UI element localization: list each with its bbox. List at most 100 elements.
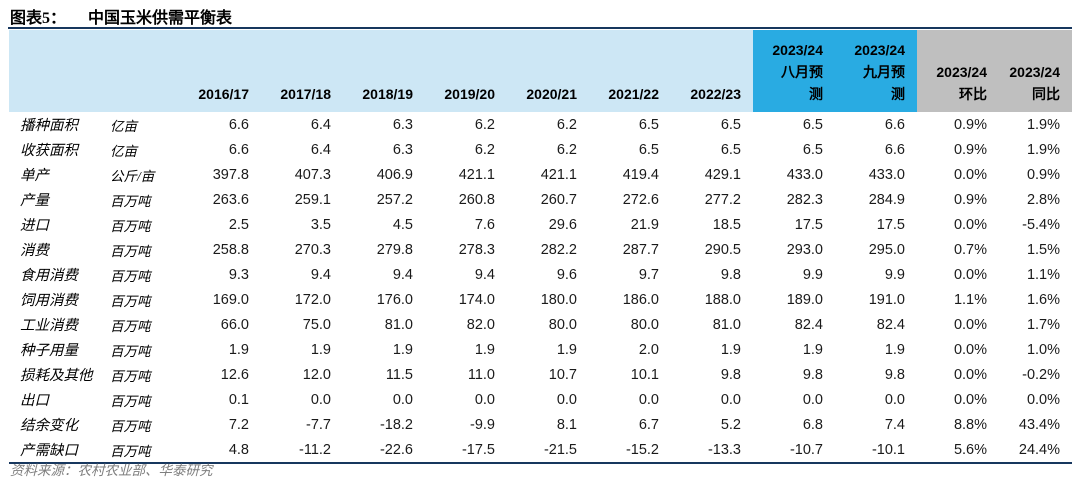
value-cell: -7.7 (306, 416, 331, 433)
row-label: 收获面积 (20, 143, 78, 159)
value-cell: 6.2 (556, 141, 577, 158)
value-cell: 81.0 (712, 316, 741, 333)
value-cell: 6.7 (638, 416, 659, 433)
value-cell: -22.6 (343, 437, 425, 464)
value-cell: -15.2 (589, 437, 671, 464)
row-unit: 亿亩 (110, 118, 137, 134)
value-cell: -0.2% (1022, 366, 1060, 383)
row-unit: 百万吨 (110, 318, 151, 334)
col-header-line: 测 (891, 86, 905, 102)
title-divider (8, 27, 1072, 29)
value-cell: 278.3 (458, 241, 495, 258)
value-cell: 189.0 (786, 291, 823, 308)
row-unit: 百万吨 (110, 293, 151, 309)
value-cell: 80.0 (548, 316, 577, 333)
value-cell: 0.9% (953, 191, 987, 208)
row-label: 出口 (20, 393, 49, 409)
row-unit: 公斤/亩 (110, 168, 155, 184)
value-cell: 2.0 (638, 341, 659, 358)
value-cell: 1.9 (720, 341, 741, 358)
row-unit: 百万吨 (110, 193, 151, 209)
col-header-line: 2016/17 (198, 86, 249, 102)
row-unit: 百万吨 (110, 368, 151, 384)
row-label: 进口 (20, 218, 49, 234)
value-cell: 9.8 (720, 366, 741, 383)
value-cell: 174.0 (458, 291, 495, 308)
value-cell: 180.0 (540, 291, 577, 308)
table-row: 消费 百万吨 258.8 270.3 279.8 278.3 282.2 287.7 290.5… (9, 237, 1072, 262)
value-cell: 6.6 (884, 141, 905, 158)
value-cell: -9.9 (470, 416, 495, 433)
col-header-y2023_24_sep: 2023/24 九月预测 (835, 30, 917, 112)
value-cell: 260.7 (540, 191, 577, 208)
value-cell: 6.8 (802, 416, 823, 433)
value-cell: 172.0 (294, 291, 331, 308)
value-cell: 259.1 (294, 191, 331, 208)
col-header-line: 2023/24 (936, 64, 987, 80)
value-cell: 5.6% (917, 437, 999, 464)
table-row: 结余变化 百万吨 7.2 -7.7 -18.2 -9.9 8.1 6.7 5.2 6.8 7.4 8.… (9, 412, 1072, 437)
value-cell: 9.4 (474, 266, 495, 283)
value-cell: 0.0 (638, 391, 659, 408)
value-cell: 81.0 (384, 316, 413, 333)
row-label: 损耗及其他 (20, 368, 93, 384)
col-header-line: 2018/19 (362, 86, 413, 102)
value-cell: 257.2 (376, 191, 413, 208)
col-header-y2019_20: 2019/20 (425, 30, 507, 112)
value-cell: 290.5 (704, 241, 741, 258)
value-cell: 9.6 (556, 266, 577, 283)
value-cell: 6.4 (310, 141, 331, 158)
value-cell: 0.0% (953, 366, 987, 383)
value-cell: 3.5 (310, 216, 331, 233)
value-cell: 0.0% (953, 216, 987, 233)
value-cell: 421.1 (540, 166, 577, 183)
value-cell: 263.6 (212, 191, 249, 208)
value-cell: 6.5 (638, 141, 659, 158)
value-cell: 1.9% (1026, 116, 1060, 133)
table-row: 播种面积 亿亩 6.6 6.4 6.3 6.2 6.2 6.5 6.5 6.5 6.6 0.9% 1.9… (9, 112, 1072, 137)
row-unit: 百万吨 (110, 218, 151, 234)
table-row: 单产 公斤/亩 397.8 407.3 406.9 421.1 421.1 419.4 429.… (9, 162, 1072, 187)
value-cell: 421.1 (458, 166, 495, 183)
row-label: 产量 (20, 193, 49, 209)
value-cell: 0.9% (953, 116, 987, 133)
col-header-label (9, 30, 104, 112)
value-cell: 6.5 (720, 141, 741, 158)
value-cell: 29.6 (548, 216, 577, 233)
value-cell: 6.2 (474, 141, 495, 158)
value-cell: 1.9 (884, 341, 905, 358)
col-header-yoy: 2023/24 同比 (999, 30, 1072, 112)
col-header-mom: 2023/24 环比 (917, 30, 999, 112)
figure-title: 图表5： 中国玉米供需平衡表 (10, 4, 232, 28)
value-cell: 407.3 (294, 166, 331, 183)
value-cell: 260.8 (458, 191, 495, 208)
col-header-y2022_23: 2022/23 (671, 30, 753, 112)
col-header-line: 2020/21 (526, 86, 577, 102)
col-header-y2018_19: 2018/19 (343, 30, 425, 112)
table-row: 产需缺口 百万吨 4.8 -11.2 -22.6 -17.5 -21.5 -15.2 -13.3… (9, 437, 1072, 464)
value-cell: 6.5 (720, 116, 741, 133)
value-cell: 397.8 (212, 166, 249, 183)
col-header-line: 2017/18 (280, 86, 331, 102)
table-row: 饲用消费 百万吨 169.0 172.0 176.0 174.0 180.0 186.0 188… (9, 287, 1072, 312)
row-label: 饲用消费 (20, 293, 78, 309)
value-cell: 17.5 (876, 216, 905, 233)
row-label: 工业消费 (20, 318, 78, 334)
value-cell: 1.9 (556, 341, 577, 358)
col-header-y2023_24_aug: 2023/24 八月预测 (753, 30, 835, 112)
col-header-line: 九月预 (863, 64, 905, 80)
value-cell: 9.8 (720, 266, 741, 283)
value-cell: 279.8 (376, 241, 413, 258)
value-cell: 277.2 (704, 191, 741, 208)
col-header-y2016_17: 2016/17 (179, 30, 261, 112)
value-cell: 0.0 (474, 391, 495, 408)
value-cell: 6.3 (392, 141, 413, 158)
value-cell: 6.6 (884, 116, 905, 133)
value-cell: -11.2 (261, 437, 343, 464)
value-cell: 1.9% (1026, 141, 1060, 158)
value-cell: -10.1 (835, 437, 917, 464)
col-header-y2017_18: 2017/18 (261, 30, 343, 112)
value-cell: 295.0 (868, 241, 905, 258)
value-cell: 9.7 (638, 266, 659, 283)
